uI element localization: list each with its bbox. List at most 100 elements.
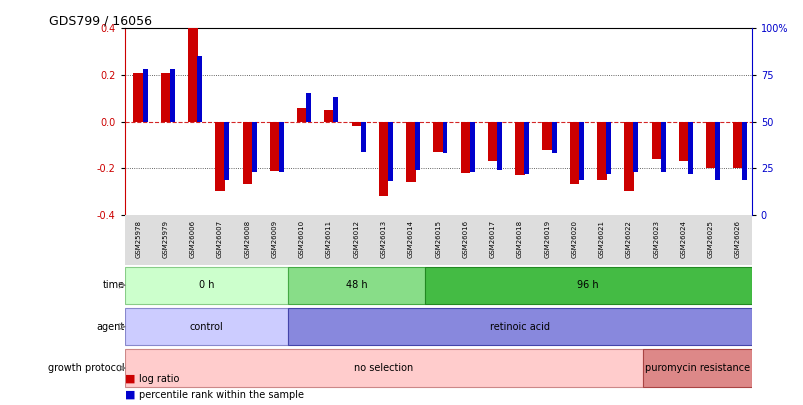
Text: GSM26021: GSM26021 xyxy=(598,220,604,258)
Bar xyxy=(496,159,501,170)
Bar xyxy=(197,62,202,122)
Bar xyxy=(388,170,393,181)
Bar xyxy=(388,122,393,176)
Bar xyxy=(251,160,256,172)
FancyBboxPatch shape xyxy=(124,350,642,387)
Bar xyxy=(333,103,338,122)
Bar xyxy=(442,142,447,153)
Text: no selection: no selection xyxy=(353,363,413,373)
Bar xyxy=(324,110,333,122)
Bar xyxy=(378,122,388,196)
Bar xyxy=(297,108,306,122)
Text: GSM26009: GSM26009 xyxy=(271,220,277,258)
Text: growth protocol: growth protocol xyxy=(48,363,124,373)
Bar xyxy=(243,122,252,185)
Bar xyxy=(650,122,660,159)
Bar xyxy=(660,160,665,172)
Text: GSM26025: GSM26025 xyxy=(707,220,713,258)
Text: GSM26019: GSM26019 xyxy=(544,220,549,258)
Bar xyxy=(142,69,147,81)
FancyBboxPatch shape xyxy=(424,266,751,304)
Bar xyxy=(361,140,365,151)
Bar xyxy=(306,99,311,122)
Bar xyxy=(741,168,747,179)
Text: GDS799 / 16056: GDS799 / 16056 xyxy=(49,14,153,27)
Bar xyxy=(415,159,420,170)
Bar xyxy=(605,162,610,174)
Text: GSM26014: GSM26014 xyxy=(407,220,414,258)
Bar xyxy=(279,122,283,166)
Bar xyxy=(270,122,279,171)
Bar xyxy=(188,28,198,122)
Bar xyxy=(715,122,719,174)
Bar xyxy=(142,75,147,122)
Bar xyxy=(333,97,338,109)
Bar xyxy=(251,122,256,166)
Text: agent: agent xyxy=(96,322,124,332)
Bar xyxy=(678,122,687,161)
Text: GSM26006: GSM26006 xyxy=(190,220,196,258)
Text: GSM26008: GSM26008 xyxy=(244,220,250,258)
Bar xyxy=(597,122,605,180)
Bar xyxy=(524,162,528,174)
Bar xyxy=(415,122,420,164)
Bar xyxy=(542,122,552,149)
Bar xyxy=(406,122,415,182)
Text: 96 h: 96 h xyxy=(577,280,598,290)
Bar xyxy=(487,122,497,161)
Bar xyxy=(433,122,442,152)
Bar xyxy=(133,72,143,121)
Text: 48 h: 48 h xyxy=(345,280,367,290)
Text: GSM26010: GSM26010 xyxy=(299,220,304,258)
Bar xyxy=(469,122,474,166)
Bar xyxy=(623,122,633,192)
Bar xyxy=(705,122,715,168)
Text: GSM26007: GSM26007 xyxy=(217,220,222,258)
Bar xyxy=(687,162,692,174)
Bar xyxy=(169,69,174,81)
Text: ■: ■ xyxy=(124,390,138,400)
FancyBboxPatch shape xyxy=(287,266,424,304)
Text: GSM26022: GSM26022 xyxy=(626,220,631,258)
Bar xyxy=(351,122,361,126)
Bar xyxy=(224,168,229,179)
Text: GSM26015: GSM26015 xyxy=(434,220,441,258)
Text: GSM26011: GSM26011 xyxy=(326,220,332,258)
Text: percentile rank within the sample: percentile rank within the sample xyxy=(139,390,304,400)
Bar xyxy=(197,56,202,68)
Text: GSM26018: GSM26018 xyxy=(516,220,522,258)
Bar xyxy=(306,94,311,105)
Bar xyxy=(442,122,447,148)
Bar xyxy=(361,122,365,146)
Bar xyxy=(578,122,583,174)
Text: time: time xyxy=(102,280,124,290)
Text: GSM26016: GSM26016 xyxy=(462,220,468,258)
Bar xyxy=(215,122,225,192)
Bar xyxy=(551,122,556,148)
Bar xyxy=(279,160,283,172)
Text: control: control xyxy=(190,322,223,332)
Bar xyxy=(741,122,747,174)
Text: GSM26017: GSM26017 xyxy=(489,220,495,258)
Text: retinoic acid: retinoic acid xyxy=(489,322,549,332)
Text: log ratio: log ratio xyxy=(139,374,179,384)
Text: ■: ■ xyxy=(124,374,138,384)
Bar xyxy=(715,168,719,179)
FancyBboxPatch shape xyxy=(642,350,751,387)
Text: GSM26020: GSM26020 xyxy=(571,220,577,258)
Text: GSM26023: GSM26023 xyxy=(653,220,658,258)
Bar xyxy=(515,122,524,175)
Bar xyxy=(633,122,638,166)
Bar xyxy=(496,122,501,164)
Text: GSM26012: GSM26012 xyxy=(353,220,359,258)
FancyBboxPatch shape xyxy=(124,266,287,304)
Bar xyxy=(660,122,665,166)
Bar xyxy=(224,122,229,174)
Bar xyxy=(551,142,556,153)
Text: puromycin resistance: puromycin resistance xyxy=(644,363,749,373)
Bar xyxy=(161,72,170,121)
Bar xyxy=(605,122,610,168)
Text: GSM25978: GSM25978 xyxy=(135,220,141,258)
Bar xyxy=(578,168,583,179)
Bar xyxy=(169,75,174,122)
